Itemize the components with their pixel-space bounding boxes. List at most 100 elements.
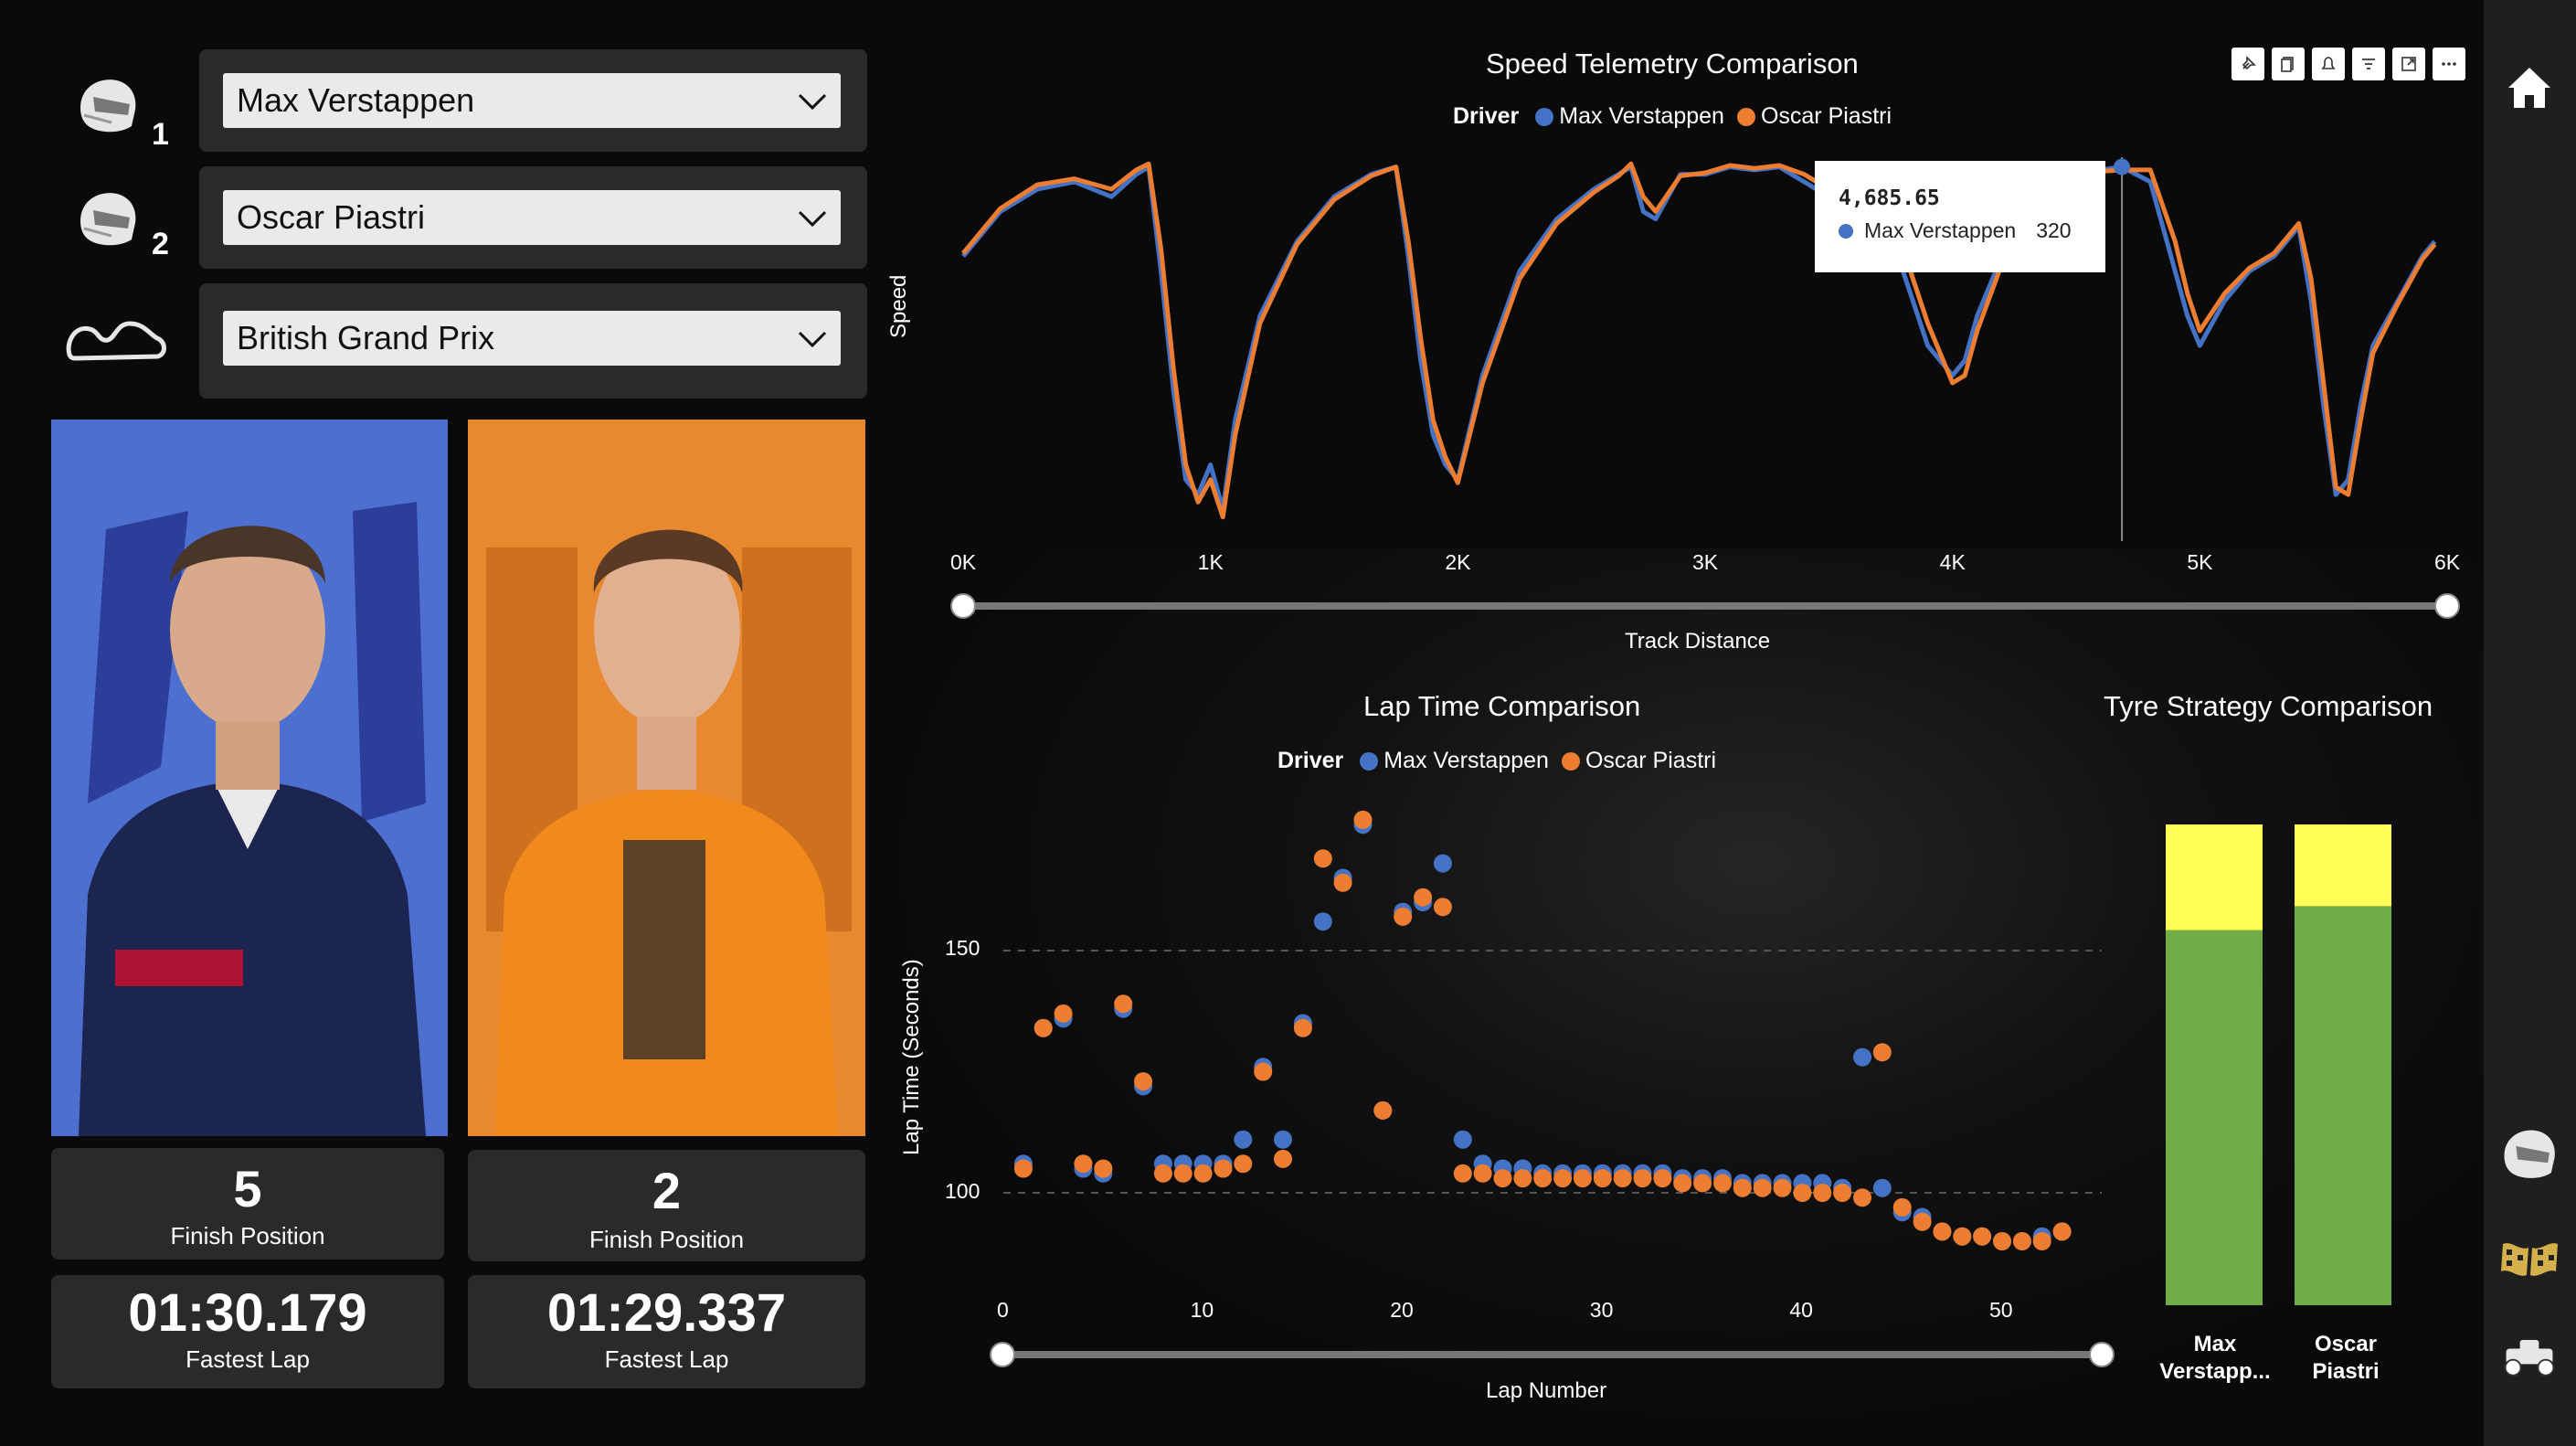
lap-point-piastri[interactable] <box>1254 1062 1273 1081</box>
lap-point-piastri[interactable] <box>1713 1174 1732 1193</box>
lap-point-piastri[interactable] <box>1414 888 1433 907</box>
tooltip-distance: 4,685.65 <box>1839 186 1940 210</box>
lap-point-verstappen[interactable] <box>1453 1130 1472 1149</box>
lap-point-piastri[interactable] <box>1373 1100 1393 1120</box>
lap-point-piastri[interactable] <box>2012 1232 2031 1250</box>
pin-icon[interactable] <box>2231 48 2264 80</box>
lap-point-piastri[interactable] <box>1953 1227 1972 1246</box>
lap-point-piastri[interactable] <box>1013 1159 1033 1178</box>
lap-point-piastri[interactable] <box>1214 1159 1233 1178</box>
copy-icon[interactable] <box>2272 48 2305 80</box>
more-options-icon[interactable] <box>2433 48 2465 80</box>
legend-dot <box>1561 751 1580 771</box>
race-dropdown[interactable]: British Grand Prix <box>223 311 841 366</box>
lap-point-piastri[interactable] <box>1553 1169 1573 1188</box>
lap-point-piastri[interactable] <box>1773 1178 1792 1197</box>
lap-point-piastri[interactable] <box>1593 1169 1612 1188</box>
lap-point-piastri[interactable] <box>1913 1212 1932 1231</box>
legend-item-verstappen[interactable]: Max Verstappen <box>1360 748 1549 774</box>
lap-point-piastri[interactable] <box>1933 1222 1952 1241</box>
lap-point-piastri[interactable] <box>1193 1164 1213 1183</box>
focus-mode-icon[interactable] <box>2392 48 2425 80</box>
lap-point-piastri[interactable] <box>1733 1178 1752 1197</box>
lap-point-piastri[interactable] <box>1793 1184 1812 1202</box>
legend-item-piastri[interactable]: Oscar Piastri <box>1561 748 1716 774</box>
tyre-bar-segment[interactable] <box>2166 930 2263 1305</box>
legend-item-piastri[interactable]: Oscar Piastri <box>1736 103 1892 130</box>
lap-point-piastri[interactable] <box>1353 810 1373 829</box>
speed-x-tick: 5K <box>2187 550 2213 574</box>
lap-point-piastri[interactable] <box>1333 873 1352 892</box>
lap-point-piastri[interactable] <box>1094 1159 1113 1178</box>
lap-point-piastri[interactable] <box>1453 1164 1472 1183</box>
race-slicer: British Grand Prix <box>199 283 867 399</box>
speed-range-start-handle[interactable] <box>950 593 976 619</box>
lap-point-piastri[interactable] <box>1513 1169 1532 1188</box>
chevron-down-icon[interactable] <box>797 325 828 351</box>
lap-point-verstappen[interactable] <box>1872 1178 1892 1197</box>
home-icon[interactable] <box>2499 57 2560 117</box>
lap-point-piastri[interactable] <box>1274 1149 1292 1168</box>
driver1-fastest-lap-card: 01:30.179 Fastest Lap <box>51 1275 444 1388</box>
lap-point-piastri[interactable] <box>1394 907 1413 926</box>
race-dropdown-value: British Grand Prix <box>237 319 495 356</box>
driver2-dropdown[interactable]: Oscar Piastri <box>223 190 841 245</box>
lap-point-piastri[interactable] <box>1853 1188 1871 1207</box>
lap-point-piastri[interactable] <box>2052 1222 2072 1241</box>
legend-item-verstappen[interactable]: Max Verstappen <box>1535 103 1724 130</box>
lap-range-end-handle[interactable] <box>2089 1342 2115 1367</box>
lap-point-verstappen[interactable] <box>1313 912 1332 931</box>
checkered-flag-icon[interactable] <box>2499 1231 2560 1292</box>
tyre-bar-segment[interactable] <box>2295 824 2391 907</box>
lap-point-piastri[interactable] <box>1892 1197 1912 1217</box>
bell-icon[interactable] <box>2312 48 2345 80</box>
lap-point-piastri[interactable] <box>1313 849 1332 868</box>
lap-point-piastri[interactable] <box>1633 1169 1652 1188</box>
filter-icon[interactable] <box>2352 48 2385 80</box>
lap-point-piastri[interactable] <box>1493 1169 1512 1188</box>
lap-point-piastri[interactable] <box>1054 1004 1073 1023</box>
lap-point-piastri[interactable] <box>1473 1164 1492 1183</box>
lap-range-start-handle[interactable] <box>990 1342 1015 1367</box>
lap-point-piastri[interactable] <box>1234 1154 1253 1174</box>
lap-point-piastri[interactable] <box>1673 1174 1692 1193</box>
lap-point-piastri[interactable] <box>1993 1232 2011 1250</box>
visual-header-icons <box>2231 48 2465 80</box>
lap-point-piastri[interactable] <box>1613 1169 1632 1188</box>
lap-point-verstappen[interactable] <box>1234 1130 1253 1149</box>
tyre-bar-segment[interactable] <box>2166 824 2263 930</box>
lap-point-piastri[interactable] <box>1533 1169 1553 1188</box>
speed-series-piastri[interactable] <box>961 161 2437 520</box>
lap-point-piastri[interactable] <box>1872 1043 1892 1062</box>
driver-helmet-nav-icon[interactable] <box>2499 1124 2560 1185</box>
lap-point-piastri[interactable] <box>1114 994 1133 1014</box>
lap-point-piastri[interactable] <box>1833 1184 1852 1202</box>
lap-point-piastri[interactable] <box>1973 1227 1992 1246</box>
lap-point-verstappen[interactable] <box>1433 854 1452 873</box>
lap-point-verstappen[interactable] <box>1274 1130 1292 1149</box>
speed-chart-title: Speed Telemetry Comparison <box>1486 48 1859 80</box>
lap-point-verstappen[interactable] <box>1853 1047 1871 1067</box>
chevron-down-icon[interactable] <box>797 205 828 230</box>
chevron-down-icon[interactable] <box>797 88 828 113</box>
race-car-icon[interactable] <box>2499 1325 2560 1386</box>
lap-point-piastri[interactable] <box>1653 1169 1672 1188</box>
lap-point-piastri[interactable] <box>1573 1169 1592 1188</box>
speed-range-end-handle[interactable] <box>2434 593 2460 619</box>
lap-point-piastri[interactable] <box>1433 898 1452 917</box>
lap-point-piastri[interactable] <box>1153 1164 1172 1183</box>
lap-chart-title: Lap Time Comparison <box>1363 690 1641 722</box>
lap-point-piastri[interactable] <box>1753 1178 1772 1197</box>
lap-point-piastri[interactable] <box>1134 1072 1152 1091</box>
lap-point-piastri[interactable] <box>1293 1018 1312 1037</box>
tyre-bar-segment[interactable] <box>2295 906 2391 1305</box>
lap-x-label: Lap Number <box>1486 1378 1607 1403</box>
driver1-dropdown[interactable]: Max Verstappen <box>223 73 841 128</box>
lap-point-piastri[interactable] <box>1074 1154 1093 1174</box>
lap-point-piastri[interactable] <box>1034 1018 1053 1037</box>
lap-point-piastri[interactable] <box>1813 1184 1832 1202</box>
lap-point-piastri[interactable] <box>2032 1232 2051 1250</box>
lap-point-piastri[interactable] <box>1693 1174 1712 1193</box>
lap-point-piastri[interactable] <box>1173 1164 1193 1183</box>
